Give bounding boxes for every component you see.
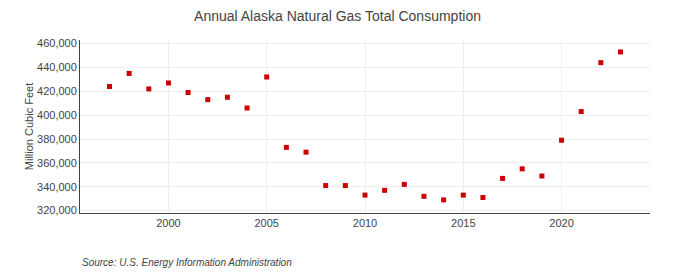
svg-text:320,000: 320,000: [37, 204, 77, 216]
svg-text:Million Cubic Feet: Million Cubic Feet: [23, 83, 35, 170]
svg-text:2010: 2010: [353, 217, 377, 229]
svg-text:360,000: 360,000: [37, 157, 77, 169]
svg-text:380,000: 380,000: [37, 133, 77, 145]
svg-text:400,000: 400,000: [37, 109, 77, 121]
svg-text:2000: 2000: [156, 217, 180, 229]
svg-text:460,000: 460,000: [37, 37, 77, 49]
svg-text:2005: 2005: [254, 217, 278, 229]
svg-text:2015: 2015: [451, 217, 475, 229]
svg-text:440,000: 440,000: [37, 61, 77, 73]
svg-text:420,000: 420,000: [37, 85, 77, 97]
svg-text:2020: 2020: [549, 217, 573, 229]
svg-text:340,000: 340,000: [37, 181, 77, 193]
svg-text:Annual Alaska Natural Gas Tota: Annual Alaska Natural Gas Total Consumpt…: [194, 8, 481, 24]
svg-text:Source: U.S. Energy Informatio: Source: U.S. Energy Information Administ…: [82, 257, 292, 268]
